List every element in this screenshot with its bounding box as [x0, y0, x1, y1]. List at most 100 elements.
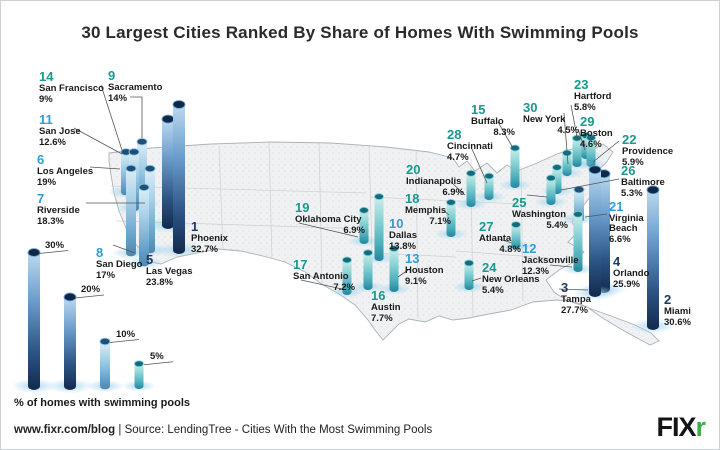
state-border-line [268, 142, 273, 260]
city-rank: 6 [37, 152, 45, 167]
city-name: San Francisco [39, 83, 104, 94]
city-name: Providence [622, 146, 674, 157]
city-rank: 17 [293, 257, 308, 272]
city-pct: 6.9% [442, 187, 464, 198]
city-rank: 27 [479, 219, 494, 234]
legend-tick-20 [74, 294, 105, 299]
city-pct: 6.9% [343, 225, 365, 236]
bar-tampa [572, 165, 618, 301]
leader-line-jacksonville [549, 264, 573, 268]
city-label-hartford: 23 Hartford 5.8% [574, 78, 611, 113]
bar-washington [533, 174, 569, 208]
city-rank: 20 [406, 162, 421, 177]
bar-atlanta [498, 221, 534, 252]
city-pct: 5.9% [622, 157, 644, 168]
footer-site-url: www.fixr.com/blog [14, 424, 116, 436]
city-label-san-francisco: 14 San Francisco 9% [39, 70, 104, 105]
city-label-austin: 16 Austin 7.7% [371, 289, 401, 324]
city-name: Orlando [613, 268, 650, 279]
bar-oklahoma-city [346, 206, 382, 247]
city-label-oklahoma-city: 19 Oklahoma City 6.9% [295, 201, 365, 236]
city-rank: 7 [37, 191, 45, 206]
city-rank: 8 [96, 245, 104, 260]
city-rank: 9 [108, 68, 116, 83]
city-rank: 11 [39, 112, 53, 127]
city-label-buffalo: 15 Buffalo 8.3% [471, 103, 515, 138]
city-label-jacksonville: 12 Jacksonville 12.3% [522, 242, 579, 277]
city-name: San Jose [39, 126, 81, 137]
leader-line-san-diego [112, 244, 136, 254]
city-label-houston: 13 Houston 9.1% [405, 252, 444, 287]
city-pct: 19% [37, 177, 57, 188]
state-border-line [455, 250, 562, 260]
city-pct: 25.9% [613, 279, 640, 290]
legend-bar-5 [121, 360, 157, 392]
city-label-memphis: 18 Memphis 7.1% [405, 192, 451, 227]
city-rank: 25 [512, 195, 527, 210]
city-pct: 4.7% [447, 152, 469, 163]
legend-bar-20 [47, 292, 93, 394]
city-pct: 9.1% [405, 276, 427, 287]
city-label-san-antonio: 17 San Antonio 7.2% [293, 258, 355, 293]
legend-bar-10 [86, 337, 124, 393]
city-pct: 7.7% [371, 313, 393, 324]
city-label-tampa: 3 Tampa 27.7% [561, 281, 591, 316]
city-rank: 30 [523, 100, 538, 115]
bar-jacksonville [560, 210, 596, 275]
city-name: Phoenix [191, 233, 228, 244]
city-name: Memphis [405, 205, 447, 216]
city-label-baltimore: 26 Baltimore 5.3% [621, 164, 665, 199]
city-name: Houston [405, 265, 444, 276]
city-label-new-orleans: 24 New Orleans 5.4% [482, 261, 540, 296]
city-pct: 5.4% [546, 220, 568, 231]
city-name: Indianapolis [406, 176, 462, 187]
city-pct: 7.1% [429, 216, 451, 227]
bar-indianapolis [453, 169, 489, 210]
city-label-indianapolis: 20 Indianapolis 6.9% [406, 163, 464, 198]
leader-line-cincinnati [471, 148, 488, 184]
city-name: Buffalo [471, 116, 504, 127]
bar-miami [630, 185, 676, 334]
city-label-los-angeles: 6 Los Angeles 19% [37, 153, 93, 188]
leader-line-san-jose [73, 127, 123, 155]
bar-phoenix [156, 100, 202, 258]
city-pct: 12.3% [522, 266, 549, 277]
city-name: Los Angeles [37, 166, 94, 177]
legend-label-5: 5% [150, 350, 164, 362]
city-pct: 5.8% [574, 102, 596, 113]
state-border-line [415, 149, 419, 320]
legend-label-20: 20% [81, 284, 101, 295]
leader-line-indianapolis [450, 181, 466, 196]
city-pct: 30.6% [664, 317, 691, 328]
footer: www.fixr.com/blog | Source: LendingTree … [14, 424, 432, 436]
leader-line-los-angeles [89, 166, 121, 170]
leader-line-san-antonio [300, 279, 343, 290]
city-label-phoenix: 1 Phoenix 32.7% [191, 220, 228, 255]
leader-line-san-francisco [100, 84, 123, 151]
city-name: Hartford [574, 91, 612, 102]
city-rank: 18 [405, 191, 420, 206]
city-label-sacramento: 9 Sacramento 14% [108, 69, 162, 104]
city-label-san-diego: 8 San Diego 17% [96, 246, 142, 281]
leader-line-hartford [570, 104, 578, 138]
city-pct: 4.5% [557, 125, 579, 136]
leader-line-virginia-beach [584, 213, 608, 218]
city-rank: 14 [39, 69, 54, 84]
city-name: Washington [512, 209, 566, 220]
city-pct: 5.4% [482, 285, 504, 296]
city-rank: 10 [389, 216, 404, 231]
city-rank: 13 [405, 251, 420, 266]
city-name: Miami [664, 306, 691, 317]
city-name: Tampa [561, 294, 591, 305]
footer-separator: | [115, 424, 125, 436]
city-pct: 18.3% [37, 216, 64, 227]
city-label-las-vegas: 5 Las Vegas 23.8% [146, 253, 192, 288]
city-pct: 27.7% [561, 305, 588, 316]
legend-label-10: 10% [116, 328, 136, 340]
state-border-line [318, 142, 323, 284]
city-rank: 21 [609, 199, 624, 214]
city-rank: 15 [471, 102, 486, 117]
leader-line-houston [397, 269, 409, 278]
city-rank: 5 [146, 252, 154, 267]
